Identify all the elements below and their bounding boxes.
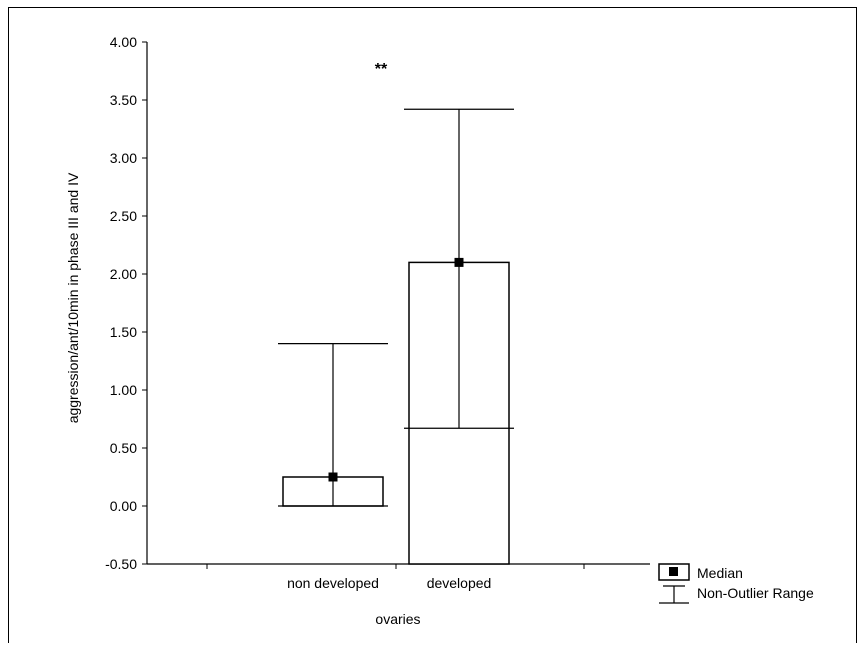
y-tick-label: 1.50 [110,324,137,340]
y-tick-label: -0.50 [105,556,137,572]
legend-median-label: Median [697,565,743,581]
x-tick-label: developed [427,575,492,591]
median-marker [454,257,464,267]
legend-median-marker [669,567,678,576]
significance-annotation: ** [375,61,388,78]
y-tick-label: 3.00 [110,150,137,166]
median-marker [328,472,338,482]
y-axis-label: aggression/ant/10min in phase III and IV [65,172,81,423]
axes [146,42,650,565]
y-tick-label: 0.00 [110,498,137,514]
y-tick-label: 0.50 [110,440,137,456]
y-tick-label: 3.50 [110,92,137,108]
chart-frame [8,7,857,643]
y-tick-label: 2.50 [110,208,137,224]
y-tick-label: 4.00 [110,34,137,50]
y-tick-label: 1.00 [110,382,137,398]
box-group [278,343,388,507]
x-axis-ticks: non developed developed [206,564,585,591]
y-axis-ticks: -0.50 0.00 0.50 1.00 1.50 2.00 2.50 3.00 3.50 4.0… [105,34,147,572]
legend: Median Non-Outlier Range [658,563,814,604]
x-axis-label: ovaries [375,611,420,627]
boxes [278,108,514,565]
legend-range-label: Non-Outlier Range [697,585,814,601]
y-tick-label: 2.00 [110,266,137,282]
x-tick-label: non developed [287,575,379,591]
box-group [404,108,514,565]
